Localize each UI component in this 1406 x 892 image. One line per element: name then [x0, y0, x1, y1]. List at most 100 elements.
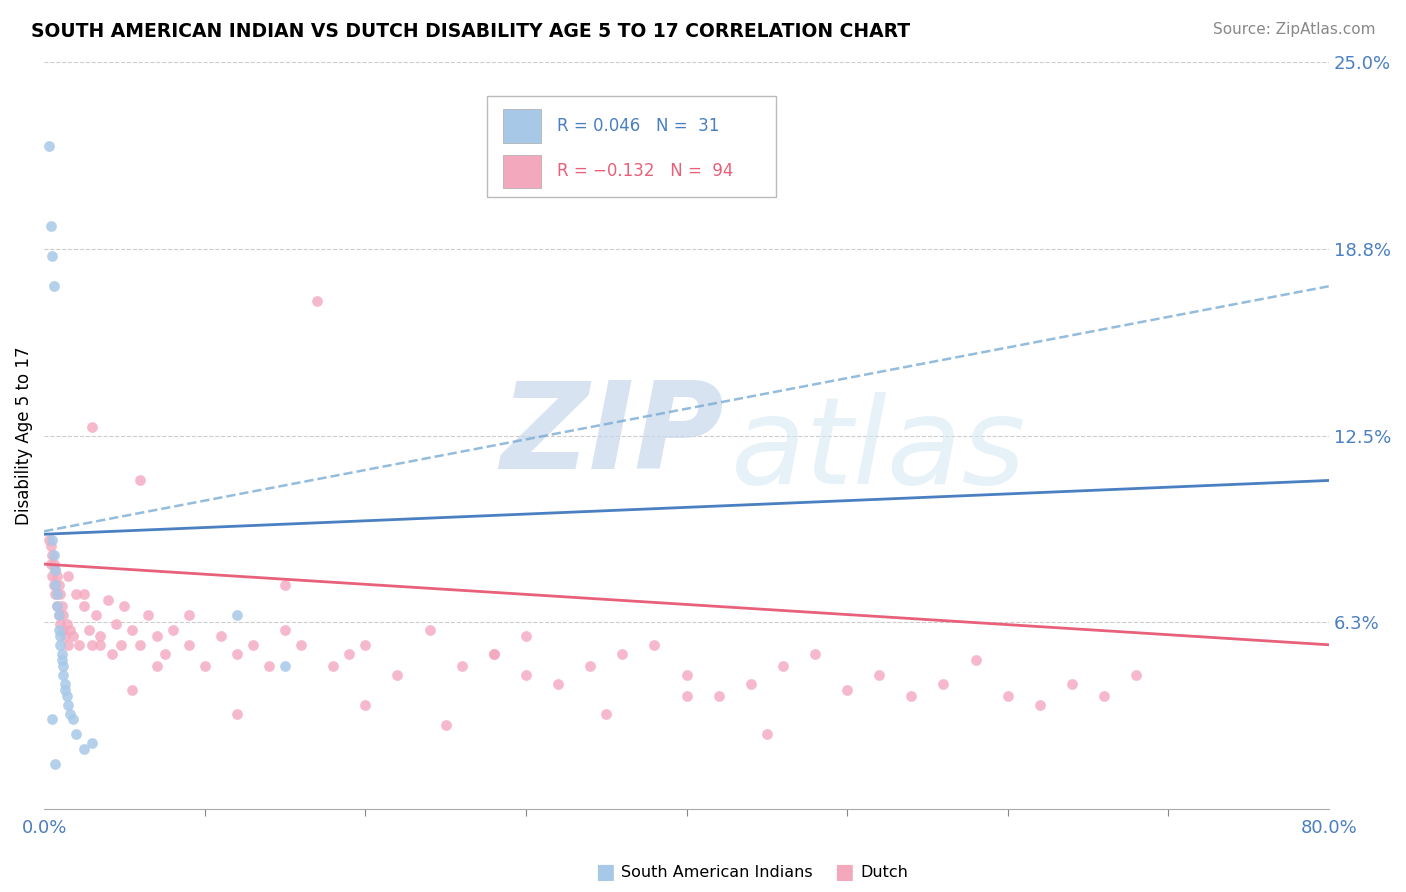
Point	[900, 689, 922, 703]
Text: R = 0.046   N =  31: R = 0.046 N = 31	[557, 117, 718, 135]
Point	[49, 629, 72, 643]
Point	[65, 587, 87, 601]
Point	[1029, 698, 1052, 712]
Point	[482, 647, 505, 661]
Point	[434, 718, 457, 732]
Point	[804, 647, 827, 661]
Point	[997, 689, 1019, 703]
Point	[84, 607, 107, 622]
Point	[42, 557, 65, 571]
Point	[354, 698, 377, 712]
Point	[153, 647, 176, 661]
Point	[515, 667, 537, 681]
Point	[42, 279, 65, 293]
Text: Dutch: Dutch	[860, 865, 908, 880]
Point	[290, 638, 312, 652]
Point	[39, 219, 62, 234]
Point	[44, 757, 66, 772]
Point	[110, 638, 132, 652]
Point	[82, 736, 104, 750]
Point	[145, 658, 167, 673]
Point	[1125, 667, 1147, 681]
Point	[59, 623, 82, 637]
Point	[257, 658, 280, 673]
Point	[105, 616, 128, 631]
Point	[932, 676, 955, 690]
Point	[337, 647, 360, 661]
Point	[46, 599, 69, 613]
Point	[482, 647, 505, 661]
Point	[49, 587, 72, 601]
Point	[58, 698, 80, 712]
Point	[48, 623, 70, 637]
Point	[129, 638, 152, 652]
Point	[225, 607, 247, 622]
Point	[675, 689, 697, 703]
Point	[97, 593, 120, 607]
Point	[38, 533, 60, 548]
Point	[194, 658, 217, 673]
Point	[612, 647, 634, 661]
Point	[44, 578, 66, 592]
Point	[755, 727, 778, 741]
Point	[51, 653, 73, 667]
Point	[707, 689, 730, 703]
Y-axis label: Disability Age 5 to 17: Disability Age 5 to 17	[15, 346, 32, 524]
Point	[62, 713, 84, 727]
Bar	[503, 109, 541, 143]
Point	[41, 548, 63, 562]
Point	[225, 706, 247, 721]
Text: atlas: atlas	[731, 392, 1026, 509]
Point	[579, 658, 602, 673]
Point	[51, 647, 73, 661]
Point	[162, 623, 184, 637]
Point	[39, 557, 62, 571]
Point	[322, 658, 344, 673]
Point	[52, 623, 75, 637]
Point	[44, 563, 66, 577]
Text: R = −0.132   N =  94: R = −0.132 N = 94	[557, 162, 733, 180]
Point	[53, 629, 76, 643]
Point	[48, 578, 70, 592]
Point	[89, 629, 111, 643]
Point	[46, 587, 69, 601]
Point	[595, 706, 617, 721]
Point	[675, 667, 697, 681]
Point	[772, 658, 794, 673]
Point	[242, 638, 264, 652]
Point	[121, 682, 143, 697]
Point	[354, 638, 377, 652]
Point	[65, 727, 87, 741]
Point	[965, 653, 987, 667]
Point	[69, 638, 91, 652]
Text: South American Indians: South American Indians	[621, 865, 813, 880]
Point	[1092, 689, 1115, 703]
FancyBboxPatch shape	[488, 95, 776, 196]
Point	[48, 607, 70, 622]
Point	[58, 638, 80, 652]
Point	[82, 638, 104, 652]
Point	[53, 676, 76, 690]
Point	[225, 647, 247, 661]
Point	[55, 689, 77, 703]
Point	[53, 682, 76, 697]
Point	[51, 599, 73, 613]
Point	[46, 599, 69, 613]
Text: ■: ■	[834, 863, 853, 882]
Point	[49, 616, 72, 631]
Point	[41, 569, 63, 583]
Point	[58, 569, 80, 583]
Point	[52, 658, 75, 673]
Point	[387, 667, 409, 681]
Point	[419, 623, 441, 637]
Point	[450, 658, 472, 673]
Text: ■: ■	[595, 863, 614, 882]
Point	[547, 676, 569, 690]
Point	[41, 713, 63, 727]
Point	[73, 599, 96, 613]
Point	[89, 638, 111, 652]
Point	[48, 607, 70, 622]
Text: Source: ZipAtlas.com: Source: ZipAtlas.com	[1212, 22, 1375, 37]
Point	[55, 616, 77, 631]
Point	[740, 676, 762, 690]
